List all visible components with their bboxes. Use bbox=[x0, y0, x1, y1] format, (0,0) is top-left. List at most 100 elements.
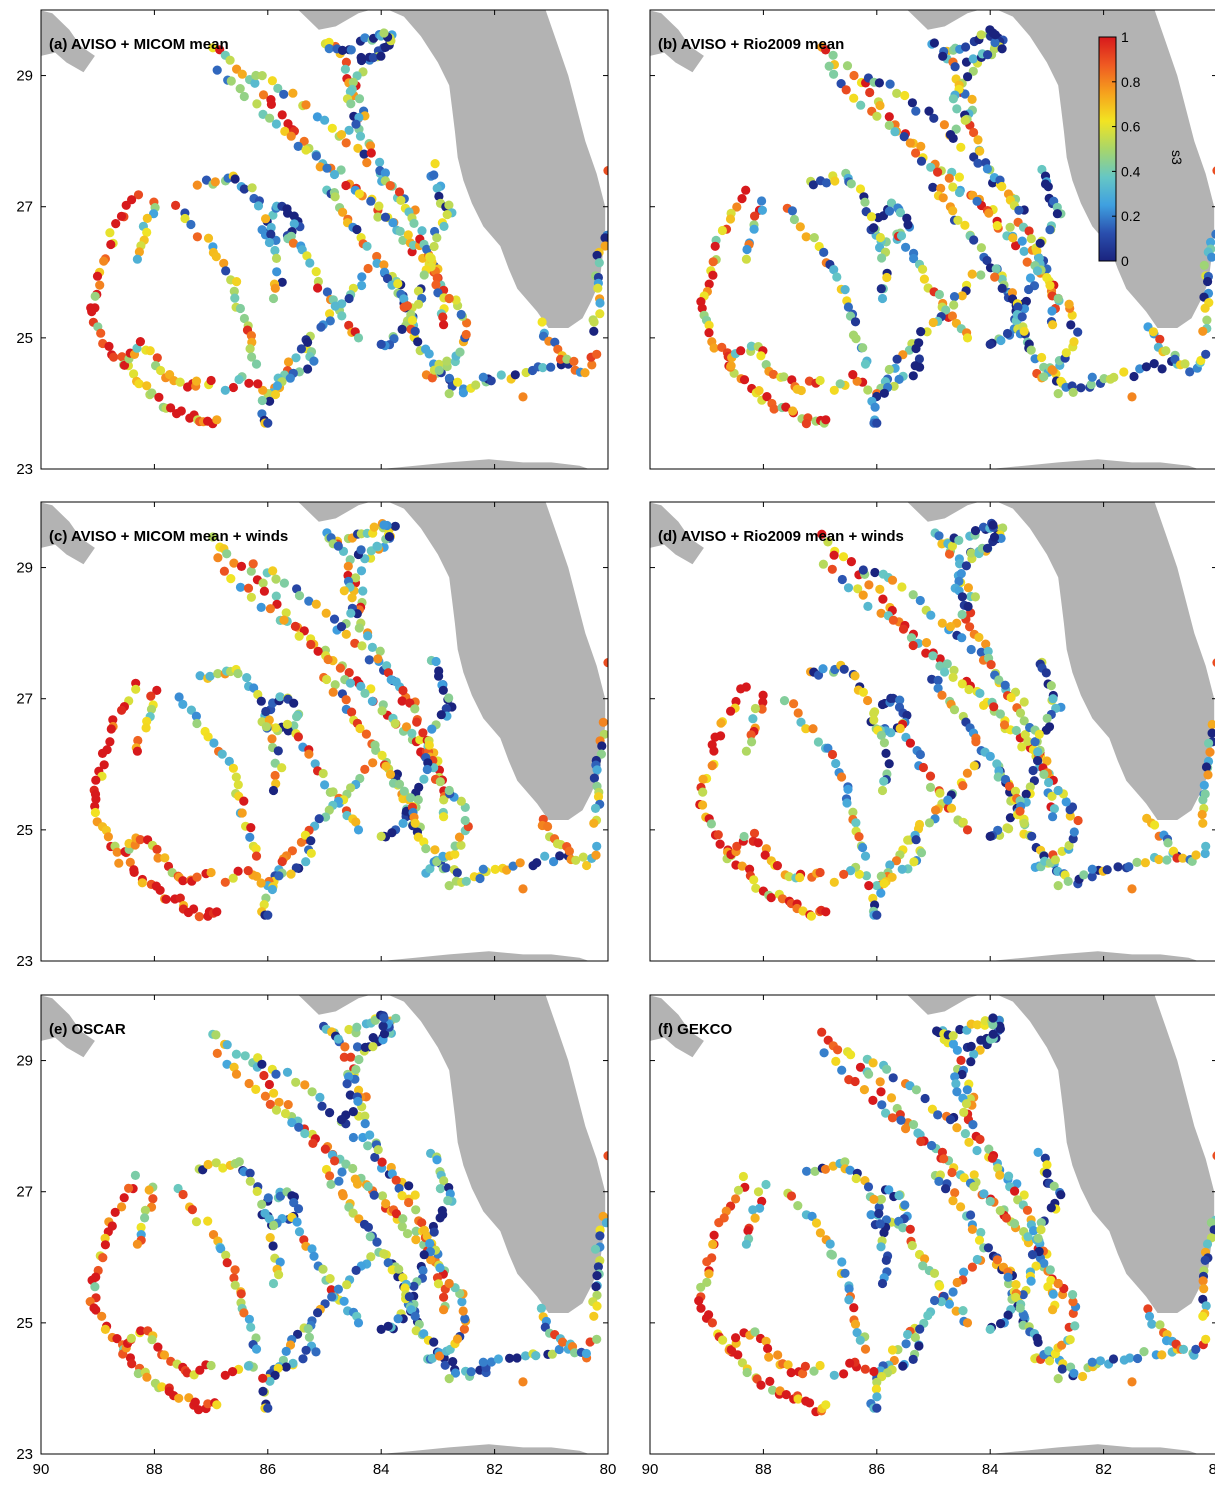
data-point bbox=[805, 1398, 815, 1408]
data-point bbox=[208, 532, 218, 542]
data-point bbox=[191, 1217, 202, 1227]
data-point bbox=[710, 241, 720, 251]
data-point bbox=[97, 748, 108, 759]
data-point bbox=[368, 1033, 378, 1043]
data-point bbox=[837, 1257, 847, 1267]
data-point bbox=[967, 94, 977, 104]
data-point bbox=[270, 245, 280, 256]
data-point bbox=[243, 1361, 253, 1371]
data-point bbox=[706, 819, 717, 829]
data-point bbox=[271, 119, 281, 129]
data-point bbox=[968, 1120, 978, 1130]
data-point bbox=[418, 728, 428, 738]
data-point bbox=[1191, 850, 1201, 860]
data-point bbox=[989, 532, 1000, 542]
data-point bbox=[1027, 1250, 1038, 1260]
data-point bbox=[935, 654, 945, 664]
data-point bbox=[174, 1393, 184, 1403]
data-point bbox=[928, 651, 938, 661]
data-point bbox=[1061, 348, 1071, 358]
data-point bbox=[949, 300, 959, 310]
data-point bbox=[293, 1204, 304, 1214]
data-point bbox=[709, 343, 719, 353]
data-point bbox=[508, 861, 518, 871]
data-point bbox=[273, 83, 283, 93]
data-point bbox=[1157, 1350, 1167, 1360]
data-point bbox=[355, 131, 366, 141]
data-point bbox=[424, 349, 434, 359]
data-point bbox=[131, 684, 141, 694]
data-point bbox=[400, 1283, 410, 1293]
data-point bbox=[903, 835, 913, 845]
data-point bbox=[894, 1190, 904, 1201]
data-point bbox=[1127, 392, 1137, 402]
data-point bbox=[1206, 237, 1215, 247]
data-point bbox=[217, 749, 227, 759]
data-point bbox=[1039, 372, 1049, 382]
data-point bbox=[1037, 352, 1047, 363]
data-point bbox=[1202, 315, 1212, 325]
data-point bbox=[600, 241, 608, 251]
data-point bbox=[1073, 815, 1083, 826]
data-point bbox=[460, 815, 470, 826]
data-point bbox=[988, 1013, 998, 1023]
data-point bbox=[439, 795, 449, 805]
data-point bbox=[354, 189, 364, 199]
data-point bbox=[884, 120, 894, 130]
data-point bbox=[593, 1262, 604, 1272]
data-point bbox=[737, 194, 747, 204]
data-point bbox=[272, 599, 282, 609]
data-point bbox=[337, 45, 348, 56]
data-point bbox=[352, 1042, 363, 1052]
data-point bbox=[823, 537, 833, 547]
data-point bbox=[896, 231, 907, 241]
data-point bbox=[876, 284, 886, 294]
data-point bbox=[493, 1354, 503, 1364]
data-point bbox=[231, 1069, 242, 1079]
data-point bbox=[1102, 865, 1112, 875]
data-point bbox=[212, 65, 222, 75]
data-point bbox=[595, 1231, 605, 1241]
data-point bbox=[960, 1129, 971, 1139]
data-point bbox=[895, 208, 906, 218]
data-point bbox=[714, 1218, 724, 1228]
data-point bbox=[433, 288, 443, 298]
data-point bbox=[160, 853, 170, 863]
data-point bbox=[952, 1123, 962, 1133]
data-point bbox=[920, 1254, 930, 1264]
data-point bbox=[570, 1348, 580, 1358]
data-point bbox=[1069, 337, 1079, 347]
data-point bbox=[257, 1199, 267, 1209]
data-point bbox=[733, 1350, 743, 1360]
data-point bbox=[550, 337, 560, 347]
data-point bbox=[967, 269, 977, 279]
data-point bbox=[1044, 777, 1054, 788]
data-point bbox=[1036, 1218, 1046, 1228]
data-point bbox=[134, 247, 144, 257]
data-point bbox=[125, 857, 135, 868]
data-point bbox=[453, 377, 463, 387]
data-point bbox=[306, 848, 316, 858]
data-point bbox=[955, 1024, 965, 1035]
data-point bbox=[245, 344, 255, 354]
data-point bbox=[334, 1176, 344, 1186]
data-point bbox=[1033, 1147, 1043, 1157]
data-point bbox=[230, 1265, 240, 1275]
data-point bbox=[869, 708, 879, 719]
x-tick-label: 86 bbox=[259, 1461, 276, 1478]
data-point bbox=[372, 258, 382, 268]
data-point bbox=[322, 163, 332, 173]
data-point bbox=[121, 200, 131, 210]
data-point bbox=[841, 85, 851, 95]
y-tick-label: 27 bbox=[16, 1184, 33, 1201]
data-point bbox=[940, 667, 950, 677]
data-point bbox=[824, 61, 834, 71]
data-point bbox=[815, 1360, 825, 1371]
data-point bbox=[951, 124, 961, 134]
data-point bbox=[271, 253, 282, 263]
data-point bbox=[781, 1390, 791, 1400]
data-point bbox=[1200, 303, 1210, 313]
data-point bbox=[879, 738, 890, 748]
data-point bbox=[257, 395, 267, 406]
